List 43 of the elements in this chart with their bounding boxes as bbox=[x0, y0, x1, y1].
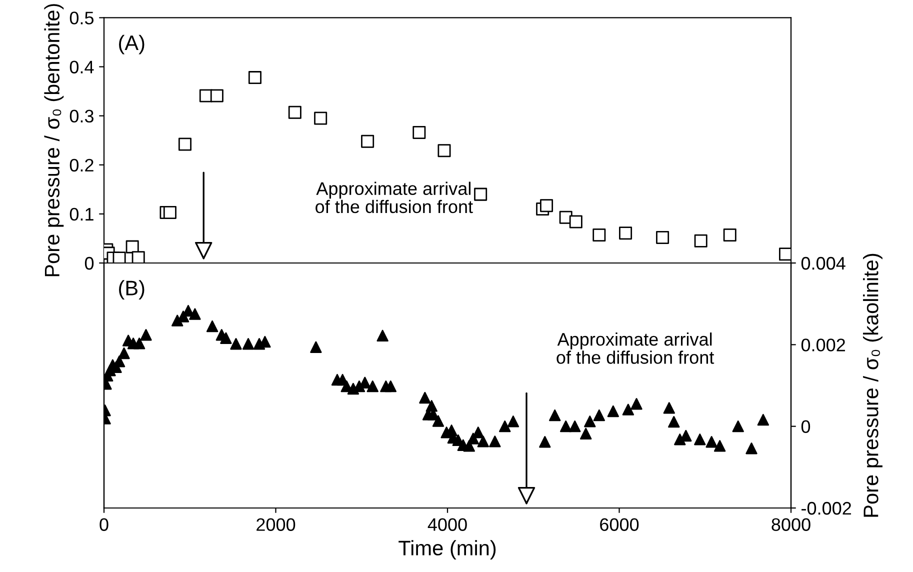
y-tick-label: 0.4 bbox=[70, 60, 94, 74]
point bbox=[163, 206, 176, 219]
point bbox=[540, 199, 554, 212]
y-tick-label: 0.5 bbox=[70, 12, 94, 24]
point bbox=[314, 112, 328, 125]
point bbox=[592, 228, 606, 242]
point bbox=[288, 106, 302, 119]
point bbox=[656, 230, 670, 244]
point bbox=[248, 71, 262, 84]
x-tick-label: 2000 bbox=[256, 518, 296, 531]
point bbox=[126, 240, 139, 254]
point bbox=[132, 251, 145, 263]
point bbox=[723, 228, 736, 242]
y2-tick-label: 0 bbox=[801, 420, 810, 434]
annotation: Approximate arrival of the diffusion front bbox=[316, 182, 473, 214]
y2-tick-label: -0.002 bbox=[802, 502, 852, 515]
annotation: Approximate arrival of the diffusion front bbox=[556, 332, 714, 364]
point bbox=[361, 134, 374, 148]
point bbox=[112, 252, 126, 263]
point bbox=[474, 188, 488, 201]
point bbox=[694, 234, 708, 248]
y-axis-title: Pore pressure / σ₀ (bentonite) bbox=[44, 4, 64, 276]
x-tick-label: 8000 bbox=[772, 518, 810, 531]
y-tick-label: 0 bbox=[84, 256, 94, 270]
annotation: (B) bbox=[119, 280, 144, 300]
x-axis-title: Time (min) bbox=[398, 540, 496, 560]
point bbox=[779, 248, 791, 261]
y2-tick-label: 0.002 bbox=[801, 338, 845, 352]
y2-tick-label: 0.004 bbox=[801, 256, 846, 270]
point bbox=[619, 226, 632, 240]
point bbox=[412, 126, 426, 140]
x-tick-label: 4000 bbox=[428, 518, 467, 531]
point bbox=[210, 89, 224, 102]
y2-axis-title: Pore pressure / σ₀ (kaolinite) bbox=[863, 254, 882, 517]
y-tick-label: 0.3 bbox=[70, 110, 94, 123]
x-tick-label: 6000 bbox=[600, 518, 639, 531]
y-tick-label: 0.2 bbox=[70, 158, 94, 172]
annotation: (A) bbox=[119, 34, 144, 54]
y-tick-label: 0.1 bbox=[70, 208, 94, 221]
x-tick-label: 0 bbox=[100, 518, 108, 531]
point bbox=[178, 138, 192, 151]
point bbox=[438, 144, 451, 158]
point bbox=[569, 215, 582, 228]
